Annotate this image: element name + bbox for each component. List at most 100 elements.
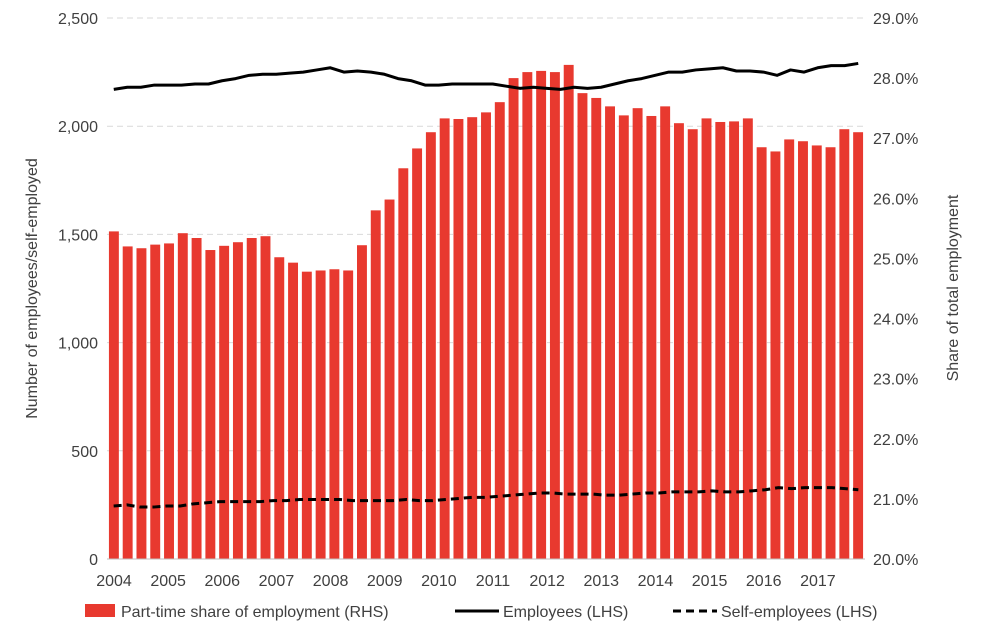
right-tick-label: 27.0% — [873, 131, 918, 148]
part-time-share-bar — [618, 115, 629, 559]
part-time-share-bar — [288, 262, 299, 559]
part-time-share-bar — [232, 242, 243, 559]
part-time-share-bar — [329, 269, 340, 559]
part-time-share-bar — [219, 245, 230, 559]
part-time-share-bar — [811, 145, 822, 559]
self-employees-line — [113, 486, 859, 509]
part-time-share-bar — [260, 236, 271, 559]
part-time-share-bar — [384, 199, 395, 560]
part-time-share-bar — [687, 129, 698, 559]
legend-label-self-employees: Self-employees (LHS) — [721, 604, 878, 621]
legend-swatch-part-time — [85, 604, 115, 617]
part-time-share-bar — [715, 121, 726, 560]
part-time-share-bar — [508, 78, 519, 560]
part-time-share-bar — [673, 123, 684, 559]
x-tick-label: 2012 — [529, 573, 565, 590]
x-tick-label: 2004 — [96, 573, 132, 590]
part-time-share-bar — [563, 64, 574, 559]
employees-line — [113, 61, 859, 91]
part-time-share-bar — [481, 112, 491, 560]
part-time-share-bar — [136, 248, 147, 560]
part-time-share-bar — [315, 270, 326, 559]
part-time-share-bar — [467, 117, 478, 560]
x-tick-label: 2011 — [476, 573, 511, 590]
part-time-share-bar — [205, 250, 216, 559]
part-time-share-bar — [577, 93, 588, 559]
part-time-share-bar — [439, 118, 450, 559]
part-time-share-bar — [150, 244, 161, 559]
part-time-share-bar — [177, 233, 188, 559]
part-time-share-bar — [425, 132, 436, 559]
x-tick-label: 2014 — [638, 573, 674, 590]
part-time-share-bar — [164, 243, 174, 560]
part-time-share-bar — [274, 257, 285, 559]
x-tick-label: 2005 — [150, 573, 186, 590]
part-time-share-bar — [494, 102, 505, 559]
part-time-share-bar — [798, 141, 808, 560]
right-axis-tick-labels: 20.0% 21.0% 22.0% 23.0% 24.0% 25.0% 26.0% 27.0%… — [873, 11, 918, 569]
left-tick-label: 500 — [71, 444, 98, 461]
legend-label-part-time: Part-time share of employment (RHS) — [121, 604, 389, 621]
part-time-share-bar — [108, 231, 119, 559]
x-tick-label: 2009 — [367, 573, 403, 590]
x-tick-label: 2013 — [583, 573, 619, 590]
left-tick-label: 1,500 — [58, 227, 98, 244]
part-time-share-bar — [701, 118, 712, 559]
left-axis-title: Number of employees/self-employed — [24, 158, 41, 419]
left-tick-label: 2,500 — [58, 11, 98, 28]
part-time-share-bar — [742, 118, 753, 559]
x-tick-label: 2016 — [746, 573, 782, 590]
left-tick-label: 0 — [89, 552, 98, 569]
right-tick-label: 21.0% — [873, 492, 918, 509]
x-tick-label: 2008 — [313, 573, 349, 590]
part-time-share-bar — [398, 168, 409, 559]
part-time-share-bars — [108, 64, 864, 560]
right-tick-label: 26.0% — [873, 191, 918, 208]
part-time-share-bar — [536, 70, 547, 560]
legend: Part-time share of employment (RHS) Emplo… — [85, 604, 878, 621]
part-time-share-bar — [729, 121, 740, 559]
left-tick-label: 1,000 — [58, 336, 98, 353]
part-time-share-bar — [784, 139, 795, 560]
right-tick-label: 23.0% — [873, 372, 918, 389]
right-tick-label: 28.0% — [873, 71, 918, 88]
x-axis-tick-labels: 2004 2005 2006 2007 2008 2009 2010 2011 2012 2013… — [96, 573, 836, 590]
part-time-share-bar — [839, 129, 850, 559]
x-tick-label: 2015 — [692, 573, 728, 590]
part-time-share-bar — [549, 72, 560, 559]
part-time-share-bar — [646, 115, 657, 559]
part-time-share-bar — [453, 118, 464, 560]
right-axis-title: Share of total employment — [945, 194, 962, 381]
x-tick-label: 2010 — [421, 573, 457, 590]
part-time-share-bar — [770, 151, 781, 559]
part-time-share-bar — [660, 106, 671, 560]
part-time-share-bar — [301, 271, 312, 559]
part-time-share-bar — [246, 238, 257, 559]
x-tick-label: 2006 — [204, 573, 240, 590]
right-tick-label: 25.0% — [873, 251, 918, 268]
part-time-share-bar — [632, 108, 643, 560]
right-tick-label: 20.0% — [873, 552, 918, 569]
line-series — [113, 61, 859, 509]
part-time-share-bar — [122, 246, 133, 560]
part-time-share-bar — [756, 147, 767, 560]
part-time-share-bar — [357, 245, 367, 559]
right-tick-label: 22.0% — [873, 432, 918, 449]
part-time-share-bar — [370, 210, 381, 560]
part-time-share-bar — [191, 238, 202, 559]
legend-label-employees: Employees (LHS) — [503, 604, 628, 621]
part-time-share-bar — [591, 97, 602, 559]
part-time-share-bar — [343, 270, 354, 559]
left-axis-tick-labels: 0 500 1,000 1,500 2,000 2,500 — [58, 11, 98, 569]
part-time-share-bar — [825, 147, 836, 560]
left-tick-label: 2,000 — [58, 119, 98, 136]
x-tick-label: 2017 — [800, 573, 836, 590]
part-time-share-bar — [853, 132, 864, 559]
right-tick-label: 29.0% — [873, 11, 918, 28]
x-tick-label: 2007 — [259, 573, 295, 590]
part-time-share-bar — [605, 106, 615, 560]
right-tick-label: 24.0% — [873, 312, 918, 329]
part-time-share-bar — [522, 72, 533, 559]
part-time-share-bar — [412, 148, 423, 559]
